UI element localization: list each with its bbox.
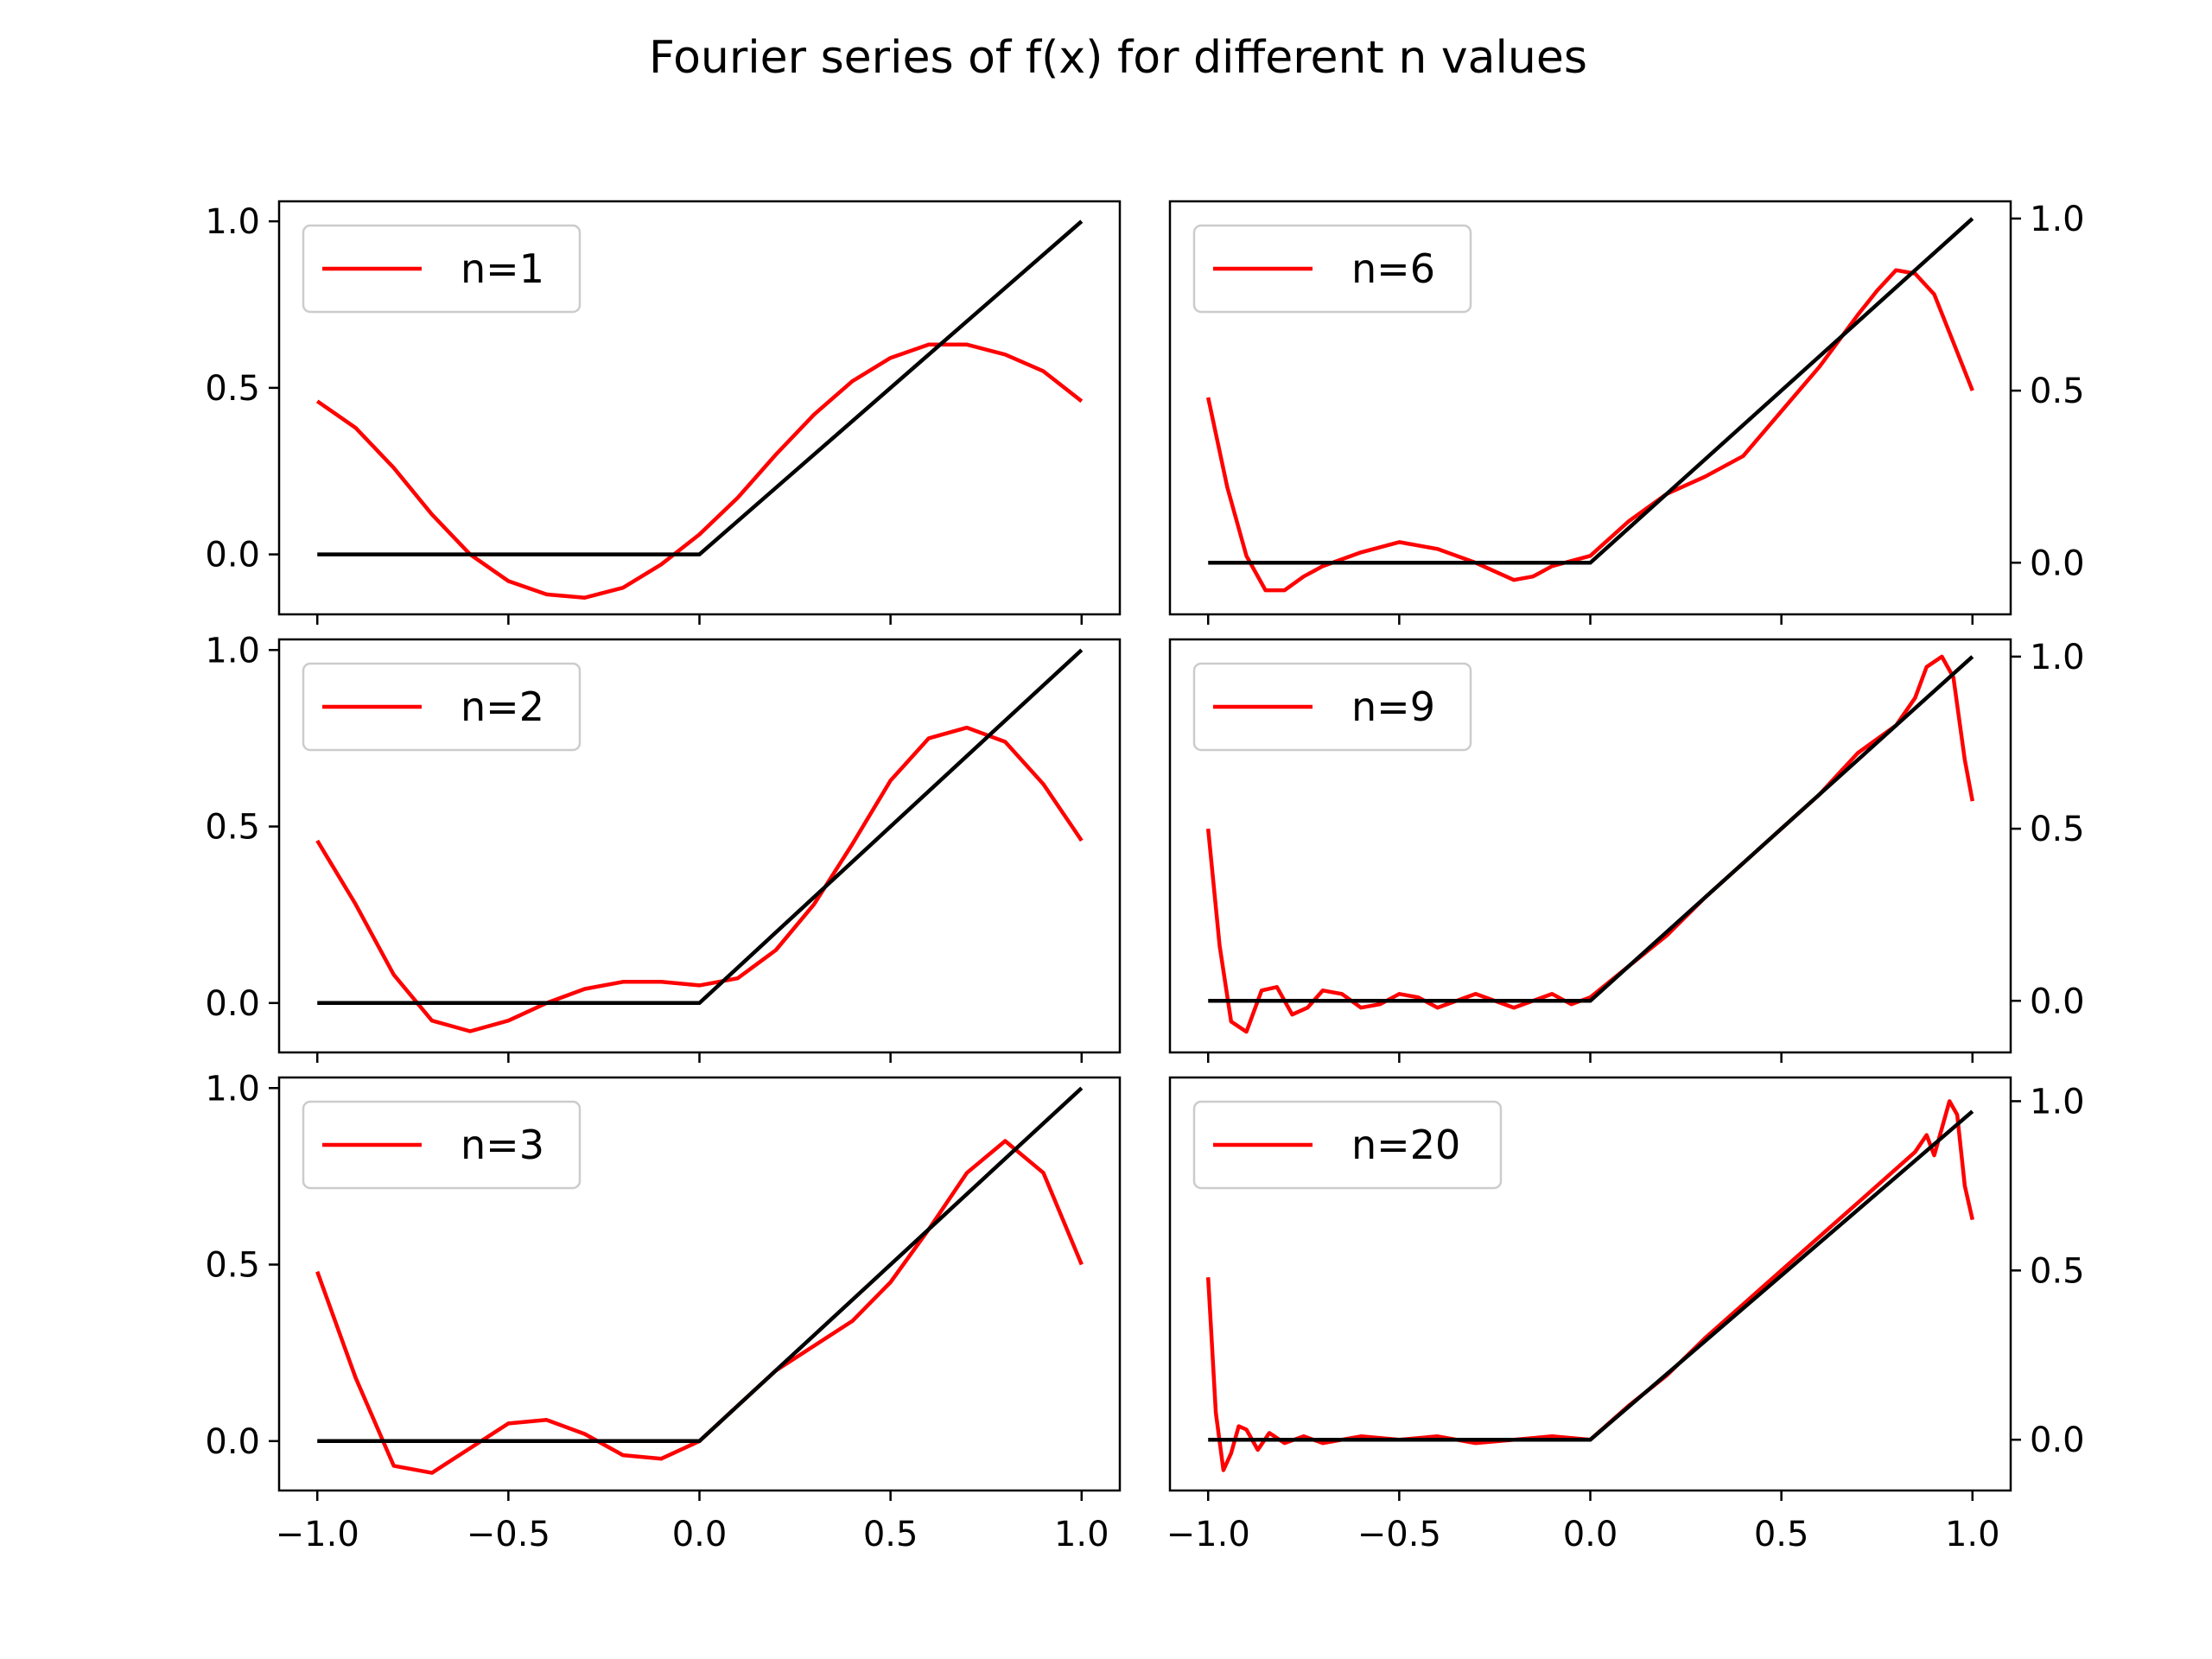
plot-area — [1205, 1099, 1974, 1472]
plot-area — [315, 219, 1084, 600]
subplot-middle-right: 0.0 0.5 1.0 n=9 — [1168, 638, 2085, 1063]
legend: n=1 — [302, 224, 582, 314]
plot-area — [315, 648, 1084, 1033]
y-tick-label: 1.0 — [2030, 1082, 2085, 1122]
legend-label: n=1 — [461, 245, 544, 292]
legend: n=3 — [302, 1100, 582, 1190]
series-line — [315, 725, 1084, 1033]
plot-area — [315, 1086, 1084, 1475]
legend: n=2 — [302, 662, 582, 752]
y-tick-label: 0.0 — [205, 1422, 260, 1462]
x-tick-label: −0.5 — [1357, 1515, 1441, 1554]
legend-box — [302, 224, 582, 314]
series-line — [315, 342, 1084, 600]
y-tick-label: 0.0 — [205, 536, 260, 575]
x-tick-label: −1.0 — [1166, 1515, 1250, 1554]
reference-line — [1208, 1109, 1974, 1442]
y-tick-label: 0.0 — [2030, 1421, 2085, 1460]
x-tick-label: 0.5 — [1754, 1515, 1809, 1554]
y-tick-label: 1.0 — [2030, 200, 2085, 239]
panels: 0.0 0.5 1.0 n=1 0.0 0.5 1.0 n=2 0.0 0.5 1.0 −1.0 −0.… — [205, 200, 2084, 1554]
legend-box — [1192, 224, 1472, 314]
plot-area — [1205, 654, 1975, 1034]
x-tick-label: 1.0 — [1945, 1515, 2000, 1554]
x-tick-label: 1.0 — [1054, 1515, 1109, 1554]
reference-line — [1208, 655, 1974, 1003]
x-tick-label: −1.0 — [276, 1515, 359, 1554]
legend-box — [1192, 662, 1472, 752]
y-tick-label: 1.0 — [205, 631, 260, 671]
legend-label: n=6 — [1351, 245, 1435, 292]
subplot-top-right: 0.0 0.5 1.0 n=6 — [1168, 200, 2085, 625]
y-tick-label: 1.0 — [205, 202, 260, 242]
figure-title: Fourier series of f(x) for different n v… — [649, 32, 1587, 84]
legend: n=9 — [1192, 662, 1472, 752]
subplot-middle-left: 0.0 0.5 1.0 n=2 — [205, 631, 1122, 1063]
x-tick-label: 0.0 — [1563, 1515, 1618, 1554]
x-tick-label: 0.0 — [672, 1515, 728, 1554]
y-tick-label: 0.0 — [2030, 543, 2085, 583]
y-tick-label: 1.0 — [2030, 638, 2085, 677]
legend-box — [302, 662, 582, 752]
y-tick-label: 0.5 — [205, 369, 260, 409]
x-tick-label: 0.5 — [863, 1515, 918, 1554]
y-tick-label: 0.0 — [205, 984, 260, 1024]
legend-label: n=20 — [1351, 1122, 1460, 1168]
y-tick-label: 0.5 — [205, 808, 260, 848]
reference-line — [317, 219, 1084, 556]
y-tick-label: 0.5 — [205, 1246, 260, 1286]
reference-line — [317, 1086, 1084, 1444]
legend-box — [1192, 1100, 1503, 1190]
legend: n=6 — [1192, 224, 1472, 314]
y-tick-label: 0.5 — [2030, 810, 2085, 849]
y-tick-label: 0.0 — [2030, 982, 2085, 1021]
plot-area — [1205, 217, 1974, 593]
subplot-bottom-left: 0.0 0.5 1.0 −1.0 −0.5 0.0 0.5 1.0 n=3 — [205, 1069, 1122, 1554]
legend-label: n=3 — [461, 1122, 544, 1168]
legend-label: n=9 — [1351, 683, 1435, 730]
y-tick-label: 0.5 — [2030, 1251, 2085, 1291]
legend-box — [302, 1100, 582, 1190]
subplot-bottom-right: 0.0 0.5 1.0 −1.0 −0.5 0.0 0.5 1.0 n=20 — [1166, 1076, 2085, 1554]
legend: n=20 — [1192, 1100, 1503, 1190]
legend-label: n=2 — [461, 683, 544, 730]
reference-line — [317, 648, 1084, 1006]
y-tick-label: 1.0 — [205, 1069, 260, 1109]
reference-line — [1208, 217, 1974, 565]
y-tick-label: 0.5 — [2030, 372, 2085, 411]
x-tick-label: −0.5 — [467, 1515, 550, 1554]
subplot-top-left: 0.0 0.5 1.0 n=1 — [205, 200, 1122, 625]
